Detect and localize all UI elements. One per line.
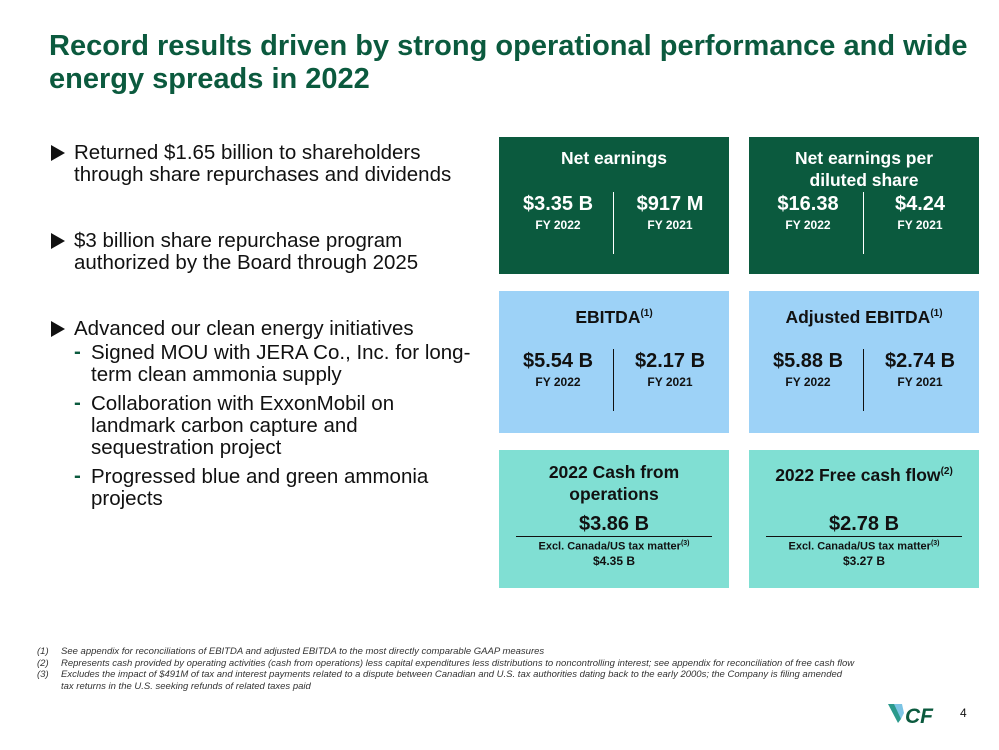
card-title: 2022 Free cash flow(2) <box>749 461 979 486</box>
footnote-ref: (1) <box>930 308 943 319</box>
cf-logo-icon: CF <box>888 704 934 727</box>
free-cash-flow-card: 2022 Free cash flow(2) $2.78 B Excl. Can… <box>749 450 979 588</box>
sub-bullet-text: Signed MOU with JERA Co., Inc. for long-… <box>91 341 471 386</box>
excl-value: $3.27 B <box>842 553 886 568</box>
metric-value: $917 M <box>636 193 704 215</box>
triangle-bullet-icon <box>51 145 65 161</box>
metric-period: FY 2021 <box>647 375 693 389</box>
footnote: (3) Excludes the impact of $491M of tax … <box>37 669 857 692</box>
bullet-list: Returned $1.65 billion to shareholders t… <box>51 142 471 517</box>
footnote-ref: (3) <box>930 540 940 547</box>
footnote: (2) Represents cash provided by operatin… <box>37 658 857 670</box>
net-earnings-per-share-card: Net earnings per diluted share $16.38 FY… <box>749 137 979 274</box>
metric-value: $2.74 B <box>884 350 956 372</box>
metric-period: FY 2021 <box>897 218 943 232</box>
card-title: Adjusted EBITDA(1) <box>749 303 979 328</box>
sub-bullet-text: Collaboration with ExxonMobil on landmar… <box>91 392 395 459</box>
dash-bullet-icon: - <box>74 464 81 487</box>
metric-fy2022: $5.54 B FY 2022 <box>502 349 614 389</box>
metric-pair: $16.38 FY 2022 $4.24 FY 2021 <box>749 192 979 254</box>
metric-period: FY 2022 <box>535 218 581 232</box>
cash-block: $2.78 B Excl. Canada/US tax matter(3) $3… <box>749 512 979 569</box>
metric-period: FY 2021 <box>647 218 693 232</box>
page-title: Record results driven by strong operatio… <box>49 30 968 95</box>
metric-fy2021: $917 M FY 2021 <box>614 192 726 232</box>
metric-period: FY 2022 <box>535 375 581 389</box>
metric-pair: $3.35 B FY 2022 $917 M FY 2021 <box>499 192 729 254</box>
dash-bullet-icon: - <box>74 340 81 363</box>
metric-value: $2.17 B <box>634 350 706 372</box>
bullet-item: Returned $1.65 billion to shareholders t… <box>51 142 471 186</box>
card-title: EBITDA(1) <box>499 303 729 328</box>
ebitda-card: EBITDA(1) $5.54 B FY 2022 $2.17 B FY 202… <box>499 291 729 433</box>
cash-block: $3.86 B Excl. Canada/US tax matter(3) $4… <box>499 512 729 569</box>
footnote-text: Excludes the impact of $491M of tax and … <box>61 669 843 692</box>
sub-bullet-item: - Collaboration with ExxonMobil on landm… <box>51 391 471 459</box>
card-title-text: EBITDA <box>575 306 641 327</box>
page-number: 4 <box>960 706 967 720</box>
metric-value: $3.35 B <box>522 193 594 215</box>
adjusted-ebitda-card: Adjusted EBITDA(1) $5.88 B FY 2022 $2.74… <box>749 291 979 433</box>
metric-fy2021: $4.24 FY 2021 <box>864 192 976 232</box>
divider <box>863 349 864 411</box>
footnote-ref: (2) <box>940 466 953 477</box>
dash-bullet-icon: - <box>74 391 81 414</box>
bullet-item: $3 billion share repurchase program auth… <box>51 230 471 274</box>
metric-fy2021: $2.17 B FY 2021 <box>614 349 726 389</box>
bullet-text: $3 billion share repurchase program auth… <box>74 229 419 274</box>
metric-pair: $5.54 B FY 2022 $2.17 B FY 2021 <box>499 349 729 411</box>
metric-value: $2.78 B <box>828 513 900 535</box>
footnote-number: (2) <box>37 657 49 669</box>
metric-fy2022: $16.38 FY 2022 <box>752 192 864 232</box>
metric-fy2021: $2.74 B FY 2021 <box>864 349 976 389</box>
excl-label-text: Excl. Canada/US tax matter <box>788 540 931 553</box>
card-title-text: Adjusted EBITDA <box>785 306 931 327</box>
footnote: (1) See appendix for reconciliations of … <box>37 646 857 658</box>
footnote-number: (1) <box>37 646 49 657</box>
triangle-bullet-icon <box>51 233 65 249</box>
sub-bullet-item: - Progressed blue and green ammonia proj… <box>51 464 471 510</box>
metric-fy2022: $5.88 B FY 2022 <box>752 349 864 389</box>
divider <box>516 536 712 537</box>
excl-label-text: Excl. Canada/US tax matter <box>538 540 681 553</box>
triangle-bullet-icon <box>51 321 65 337</box>
divider <box>613 192 614 254</box>
metric-pair: $5.88 B FY 2022 $2.74 B FY 2021 <box>749 349 979 411</box>
card-title: 2022 Cash from operations <box>548 462 680 504</box>
card-title-text: 2022 Free cash flow <box>775 464 941 485</box>
metric-value: $5.54 B <box>522 350 594 372</box>
bullet-text: Returned $1.65 billion to shareholders t… <box>74 141 452 186</box>
metric-period: FY 2021 <box>897 375 943 389</box>
footnote-text: See appendix for reconciliations of EBIT… <box>61 646 545 657</box>
net-earnings-card: Net earnings $3.35 B FY 2022 $917 M FY 2… <box>499 137 729 274</box>
excl-label: Excl. Canada/US tax matter(3) <box>749 537 979 554</box>
metric-period: FY 2022 <box>785 218 831 232</box>
footnote-ref: (1) <box>640 308 653 319</box>
logo-text: CF <box>905 705 934 727</box>
card-title: Net earnings per diluted share <box>794 148 934 190</box>
divider <box>766 536 962 537</box>
footnotes: (1) See appendix for reconciliations of … <box>37 646 857 692</box>
footnote-number: (3) <box>37 669 49 681</box>
metric-period: FY 2022 <box>785 375 831 389</box>
cash-from-operations-card: 2022 Cash from operations $3.86 B Excl. … <box>499 450 729 588</box>
sub-bullet-list: - Signed MOU with JERA Co., Inc. for lon… <box>51 340 471 510</box>
card-title: Net earnings <box>561 148 667 168</box>
bullet-text: Advanced our clean energy initiatives <box>74 317 414 340</box>
sub-bullet-item: - Signed MOU with JERA Co., Inc. for lon… <box>51 340 471 386</box>
metric-value: $5.88 B <box>772 350 844 372</box>
metric-fy2022: $3.35 B FY 2022 <box>502 192 614 232</box>
metric-value: $16.38 <box>777 193 839 215</box>
footnote-ref: (3) <box>680 540 690 547</box>
excl-label: Excl. Canada/US tax matter(3) <box>499 537 729 554</box>
divider <box>863 192 864 254</box>
footnote-text: Represents cash provided by operating ac… <box>61 657 855 669</box>
metric-value: $4.24 <box>894 193 946 215</box>
bullet-item: Advanced our clean energy initiatives <box>51 318 471 340</box>
excl-value: $4.35 B <box>592 553 636 568</box>
metric-value: $3.86 B <box>578 513 650 535</box>
divider <box>613 349 614 411</box>
sub-bullet-text: Progressed blue and green ammonia projec… <box>91 465 429 510</box>
